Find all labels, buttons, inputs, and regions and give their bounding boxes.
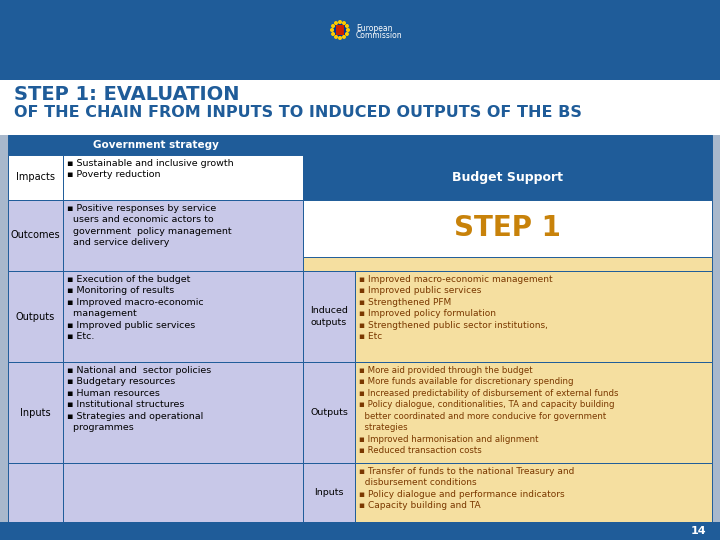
- Circle shape: [330, 29, 333, 31]
- Circle shape: [346, 25, 348, 28]
- Text: European: European: [356, 24, 392, 33]
- Text: Inputs: Inputs: [314, 488, 343, 497]
- Bar: [303, 257, 712, 271]
- Bar: [63, 155, 303, 200]
- Bar: [303, 271, 355, 362]
- Circle shape: [335, 36, 337, 38]
- Circle shape: [335, 22, 337, 24]
- Text: STEP 1: STEP 1: [454, 214, 561, 242]
- Circle shape: [338, 21, 341, 23]
- Circle shape: [343, 36, 346, 38]
- Text: Budget Support: Budget Support: [452, 171, 563, 184]
- Text: OF THE CHAIN FROM INPUTS TO INDUCED OUTPUTS OF THE BS: OF THE CHAIN FROM INPUTS TO INDUCED OUTP…: [14, 105, 582, 120]
- Bar: [355, 463, 712, 522]
- Text: Impacts: Impacts: [16, 172, 55, 183]
- Circle shape: [346, 33, 348, 35]
- Bar: [303, 135, 712, 155]
- Text: Outputs: Outputs: [16, 312, 55, 321]
- Text: ▪ Transfer of funds to the national Treasury and
  disbursement conditions
▪ Pol: ▪ Transfer of funds to the national Trea…: [359, 467, 575, 510]
- Text: Government strategy: Government strategy: [93, 140, 218, 150]
- Text: ▪ Sustainable and inclusive growth
▪ Poverty reduction: ▪ Sustainable and inclusive growth ▪ Pov…: [67, 159, 233, 179]
- Bar: [63, 362, 303, 463]
- Bar: [8, 155, 63, 200]
- Bar: [8, 135, 303, 155]
- Circle shape: [332, 33, 334, 35]
- Bar: [0, 0, 720, 80]
- Text: ▪ More aid provided through the budget
▪ More funds available for discretionary : ▪ More aid provided through the budget ▪…: [359, 366, 618, 455]
- Text: ▪ National and  sector policies
▪ Budgetary resources
▪ Human resources
▪ Instit: ▪ National and sector policies ▪ Budgeta…: [67, 366, 211, 432]
- Circle shape: [347, 29, 349, 31]
- Bar: [303, 463, 355, 522]
- Bar: [8, 271, 63, 362]
- Text: STEP 1: EVALUATION: STEP 1: EVALUATION: [14, 85, 240, 104]
- Bar: [63, 200, 303, 271]
- Circle shape: [343, 22, 346, 24]
- Text: Induced
outputs: Induced outputs: [310, 306, 348, 327]
- Bar: [303, 155, 712, 200]
- Text: Outcomes: Outcomes: [11, 231, 60, 240]
- Bar: [8, 362, 63, 463]
- Bar: [355, 271, 712, 362]
- Bar: [63, 463, 303, 522]
- Circle shape: [338, 37, 341, 39]
- Text: 14: 14: [690, 526, 706, 536]
- Bar: [334, 24, 346, 36]
- Bar: [8, 463, 63, 522]
- Bar: [0, 522, 720, 540]
- Bar: [303, 200, 712, 271]
- Bar: [355, 362, 712, 463]
- Bar: [8, 200, 63, 271]
- Bar: [336, 25, 344, 35]
- Text: ▪ Improved macro-economic management
▪ Improved public services
▪ Strengthened P: ▪ Improved macro-economic management ▪ I…: [359, 275, 553, 341]
- Text: Outputs: Outputs: [310, 408, 348, 417]
- Circle shape: [332, 25, 334, 28]
- Text: ▪ Execution of the budget
▪ Monitoring of results
▪ Improved macro-economic
  ma: ▪ Execution of the budget ▪ Monitoring o…: [67, 275, 204, 341]
- Text: ▪ Positive responses by service
  users and economic actors to
  government  pol: ▪ Positive responses by service users an…: [67, 204, 232, 247]
- Bar: [0, 80, 720, 135]
- Bar: [303, 362, 355, 463]
- Bar: [63, 271, 303, 362]
- Text: Commission: Commission: [356, 31, 402, 40]
- Text: Inputs: Inputs: [20, 408, 51, 417]
